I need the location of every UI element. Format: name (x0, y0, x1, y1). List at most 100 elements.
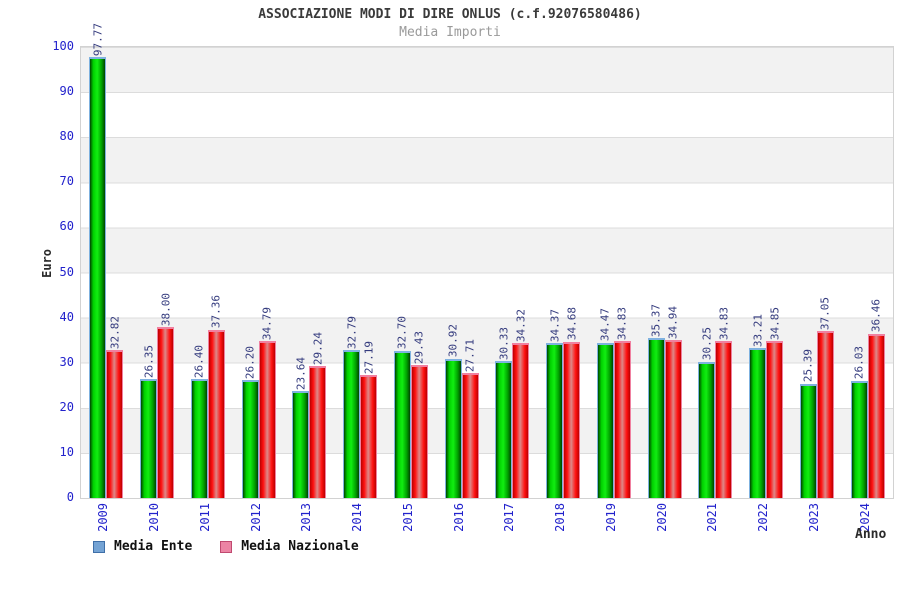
bar-media-nazionale-2010: 38.00 (157, 293, 175, 498)
x-tick-label-2017: 2017 (502, 503, 517, 532)
bar-value-label: 34.79 (260, 306, 274, 341)
bar-media-ente-2011: 26.40 (190, 345, 208, 498)
bar-group-2017: 30.33 34.32 (487, 47, 538, 498)
bar-value-label: 26.03 (852, 346, 866, 380)
x-axis-title: Anno (855, 527, 887, 542)
bar-value-label: 23.64 (294, 357, 308, 391)
legend-swatch-icon (93, 540, 105, 553)
x-tick-label-2021: 2021 (705, 503, 720, 532)
x-tick-label-2018: 2018 (553, 503, 568, 532)
bar-media-nazionale-2018: 34.68 (563, 307, 581, 498)
bar-group-2020: 35.37 34.94 (639, 47, 690, 498)
bar-group-2014: 32.79 27.19 (335, 47, 386, 498)
bar-value-label: 29.24 (311, 332, 325, 366)
x-tick-label-2016: 2016 (451, 503, 466, 532)
legend-label: Media Nazionale (241, 539, 359, 554)
legend-item-media-ente: Media Ente (93, 539, 192, 554)
bar-value-label: 34.83 (717, 306, 731, 340)
bar-media-nazionale-2016: 27.71 (461, 339, 479, 498)
y-tick-label-90: 90 (59, 84, 74, 99)
bar-media-nazionale-2023: 37.05 (816, 297, 834, 498)
y-tick-label-20: 20 (59, 399, 74, 414)
bar-value-label: 34.47 (598, 308, 612, 342)
bar-value-label: 32.79 (345, 316, 359, 350)
bar-group-2011: 26.40 37.36 (183, 47, 234, 498)
bar-value-label: 34.85 (768, 306, 782, 340)
x-tick-label-2022: 2022 (756, 503, 771, 532)
bar-value-label: 30.33 (497, 327, 511, 361)
bar-media-ente-2022: 33.21 (749, 314, 767, 498)
bar-value-label: 30.25 (700, 327, 714, 361)
bar-media-nazionale-2011: 37.36 (207, 295, 225, 498)
y-tick-label-0: 0 (66, 490, 74, 504)
bar-value-label: 34.68 (565, 307, 579, 341)
bar-group-2009: 97.77 32.82 (81, 23, 132, 498)
bar-value-label: 34.37 (548, 308, 562, 342)
legend-label: Media Ente (114, 539, 193, 554)
y-tick-label-60: 60 (59, 219, 74, 234)
bar-value-label: 27.71 (463, 338, 477, 373)
bar-media-ente-2012: 26.20 (241, 346, 259, 498)
bar-media-nazionale-2019: 34.83 (613, 307, 631, 498)
bar-media-nazionale-2022: 34.85 (766, 307, 784, 498)
bar-value-label: 34.83 (615, 306, 629, 340)
bar-group-2015: 32.70 29.43 (386, 47, 437, 498)
bar-media-ente-2010: 26.35 (140, 345, 158, 498)
x-tick-label-2013: 2013 (299, 503, 314, 532)
bar-media-ente-2014: 32.79 (343, 316, 361, 498)
bar-media-nazionale-2021: 34.83 (715, 307, 733, 498)
bar-value-label: 27.19 (362, 341, 376, 375)
bar-media-ente-2023: 25.39 (799, 349, 817, 498)
bar-media-ente-2019: 34.47 (596, 308, 614, 498)
plot-area: 97.77 32.82 26.35 38.00 26.40 37.36 26.20 34.79… (80, 23, 894, 499)
x-tick-label-2020: 2020 (654, 503, 669, 532)
x-tick-label-2019: 2019 (603, 503, 618, 532)
x-tick-label-2010: 2010 (147, 503, 162, 532)
y-tick-label-40: 40 (59, 309, 74, 324)
bar-value-label: 25.39 (801, 349, 815, 383)
bar-media-nazionale-2017: 34.32 (512, 309, 530, 498)
bar-media-ente-2009: 97.77 (89, 23, 107, 498)
x-tick-label-2009: 2009 (96, 503, 111, 532)
bar-value-label: 97.77 (91, 22, 105, 57)
bar-media-ente-2017: 30.33 (495, 327, 513, 498)
bar-media-nazionale-2009: 32.82 (106, 316, 124, 498)
bar-media-ente-2021: 30.25 (698, 327, 716, 498)
bar-group-2013: 23.64 29.24 (284, 47, 335, 498)
bar-value-label: 36.46 (869, 299, 883, 333)
bar-value-label: 32.70 (395, 316, 409, 350)
y-tick-label-80: 80 (59, 129, 74, 144)
bar-value-label: 26.35 (142, 345, 156, 379)
bar-media-nazionale-2013: 29.24 (309, 332, 327, 498)
bar-group-2022: 33.21 34.85 (741, 47, 792, 498)
legend-swatch-icon (220, 540, 233, 553)
bar-media-nazionale-2024: 36.46 (867, 299, 885, 498)
bar-media-ente-2018: 34.37 (546, 309, 564, 498)
bar-group-2016: 30.92 27.71 (436, 47, 487, 498)
x-tick-label-2015: 2015 (400, 503, 415, 532)
bar-value-label: 37.05 (818, 296, 832, 330)
bar-value-label: 30.92 (446, 324, 460, 358)
y-tick-label-100: 100 (52, 39, 74, 53)
bar-media-nazionale-2012: 34.79 (258, 307, 276, 498)
x-tick-label-2023: 2023 (806, 503, 821, 532)
bar-value-label: 35.37 (649, 304, 663, 338)
legend: Media Ente Media Nazionale (93, 539, 359, 554)
bar-media-nazionale-2020: 34.94 (664, 306, 682, 498)
bar-value-label: 32.82 (108, 315, 122, 349)
bar-value-label: 38.00 (159, 292, 173, 326)
bar-group-2010: 26.35 38.00 (132, 47, 183, 498)
chart-title: ASSOCIAZIONE MODI DI DIRE ONLUS (c.f.920… (258, 7, 642, 22)
bar-media-nazionale-2014: 27.19 (360, 341, 378, 498)
bar-value-label: 26.20 (243, 345, 257, 379)
y-tick-label-10: 10 (59, 444, 74, 459)
bar-media-nazionale-2015: 29.43 (410, 331, 428, 498)
x-tick-label-2014: 2014 (350, 503, 365, 532)
bar-value-label: 33.21 (751, 314, 765, 348)
bar-value-label: 34.32 (514, 309, 528, 343)
bar-media-ente-2013: 23.64 (292, 357, 310, 498)
x-tick-label-2011: 2011 (197, 503, 212, 532)
x-tick-label-2012: 2012 (248, 503, 263, 532)
legend-item-media-nazionale: Media Nazionale (220, 539, 359, 554)
chart-subtitle: Media Importi (399, 25, 501, 40)
